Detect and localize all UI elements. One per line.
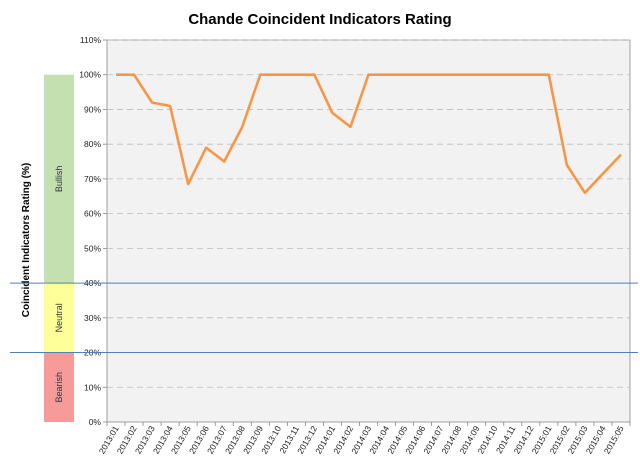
zone-neutral <box>44 283 74 353</box>
y-tick-label: 100% <box>79 70 101 80</box>
zone-label-bearish: Bearish <box>54 372 64 403</box>
y-tick-label: 30% <box>84 313 101 323</box>
series-line <box>116 73 622 195</box>
y-tick-label: 10% <box>84 382 101 392</box>
y-tick-label: 70% <box>84 174 101 184</box>
chart-title: Chande Coincident Indicators Rating <box>188 11 451 28</box>
y-tick-label: 80% <box>84 139 101 149</box>
plot-area <box>106 39 631 423</box>
zone-label-bullish: Bullish <box>54 166 64 193</box>
zone-bullish <box>44 74 74 284</box>
y-tick-label: 50% <box>84 243 101 253</box>
y-tick-label: 60% <box>84 209 101 219</box>
y-axis-label: Coincident Indicators Rating (%) <box>21 163 32 317</box>
y-tick-label: 0% <box>89 417 102 427</box>
zone-bearish <box>44 352 74 422</box>
zone-label-neutral: Neutral <box>54 303 64 332</box>
y-tick-label: 90% <box>84 104 101 114</box>
y-tick-label: 110% <box>80 35 102 45</box>
